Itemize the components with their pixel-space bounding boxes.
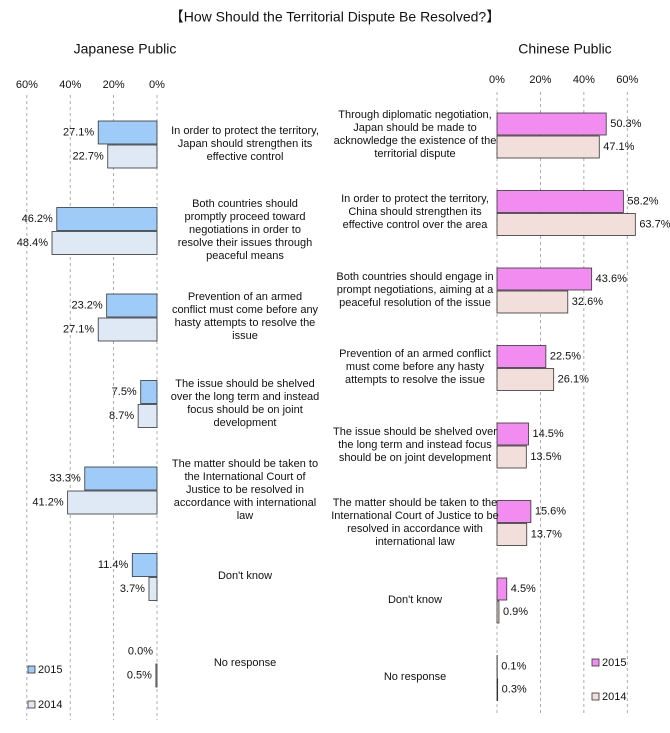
bar xyxy=(137,404,158,428)
legend-label: 2014 xyxy=(38,699,62,711)
value-label: 0.9% xyxy=(503,606,528,618)
value-label: 47.1% xyxy=(603,141,634,153)
legend-swatch xyxy=(591,658,600,667)
bar xyxy=(155,663,158,688)
bar xyxy=(496,422,529,446)
value-label: 11.4% xyxy=(98,559,129,571)
bar xyxy=(84,466,158,491)
value-label: 48.4% xyxy=(17,237,48,249)
category-label: Both countries should engage in prompt n… xyxy=(336,270,494,309)
bar xyxy=(496,290,569,314)
value-label: 41.2% xyxy=(32,496,63,508)
category-label: Prevention of an armed conflict must com… xyxy=(339,348,491,386)
legend-swatch xyxy=(27,665,36,674)
value-label: 43.6% xyxy=(596,273,627,285)
panel-title: Japanese Public xyxy=(74,41,177,57)
bar xyxy=(140,380,158,404)
bar xyxy=(97,120,158,145)
category-label: The matter should be taken to the Intern… xyxy=(331,496,499,548)
category-label: Prevention of an armed conflict must com… xyxy=(171,291,319,342)
value-label: 13.7% xyxy=(531,528,562,540)
value-label: 0.5% xyxy=(127,669,152,681)
bar xyxy=(496,112,607,136)
value-label: 3.7% xyxy=(120,583,145,595)
value-label: 27.1% xyxy=(63,323,94,335)
value-label: 46.2% xyxy=(22,213,53,225)
bar xyxy=(496,445,527,469)
x-tick-label: 40% xyxy=(59,79,81,91)
value-label: 14.5% xyxy=(532,428,563,440)
value-label: 0.1% xyxy=(501,660,526,672)
bar xyxy=(496,213,636,236)
legend-swatch xyxy=(27,700,36,709)
category-label: In order to protect the territory, China… xyxy=(341,193,489,231)
value-label: 15.6% xyxy=(535,505,566,517)
x-tick-label: 40% xyxy=(573,74,595,86)
value-label: 50.3% xyxy=(610,118,641,130)
legend-label: 2015 xyxy=(38,664,62,676)
bar xyxy=(148,577,158,601)
category-label: The issue should be shelved over the lon… xyxy=(333,425,497,464)
bar xyxy=(496,523,528,546)
legend-label: 2014 xyxy=(602,691,626,703)
value-label: 27.1% xyxy=(63,126,94,138)
page-title: 【How Should the Territorial Dispute Be R… xyxy=(170,9,500,25)
value-label: 8.7% xyxy=(109,410,134,422)
x-tick-label: 20% xyxy=(529,74,551,86)
bar xyxy=(97,317,158,342)
value-label: 0.3% xyxy=(502,683,527,695)
x-tick-label: 60% xyxy=(616,74,638,86)
category-label: No response xyxy=(383,671,447,683)
bar xyxy=(496,190,624,213)
bar xyxy=(496,500,532,523)
value-label: 58.2% xyxy=(627,195,658,207)
value-label: 63.7% xyxy=(639,218,670,230)
panel-title: Chinese Public xyxy=(518,41,611,57)
bar xyxy=(496,135,600,159)
bar xyxy=(131,553,158,577)
bar xyxy=(107,144,158,169)
category-label: No response xyxy=(213,656,277,669)
bar xyxy=(496,600,500,624)
category-label: The matter should be taken to the Intern… xyxy=(171,457,319,522)
bar xyxy=(496,345,547,368)
legend-swatch xyxy=(591,692,600,701)
value-label: 22.5% xyxy=(550,350,581,362)
category-label: Don't know xyxy=(387,593,443,606)
value-label: 26.1% xyxy=(558,373,589,385)
bar xyxy=(496,678,499,701)
value-label: 4.5% xyxy=(511,583,536,595)
category-label: In order to protect the territory, Japan… xyxy=(171,124,319,163)
bar xyxy=(106,293,158,318)
value-label: 7.5% xyxy=(112,386,137,398)
category-label: The issue should be shelved over the lon… xyxy=(170,377,320,429)
category-label: Both countries should promptly proceed t… xyxy=(177,198,313,262)
value-label: 13.5% xyxy=(530,451,561,463)
legend-label: 2015 xyxy=(602,657,626,669)
bar xyxy=(51,231,158,255)
category-label: Don't know xyxy=(217,570,273,582)
value-label: 22.7% xyxy=(73,150,104,162)
x-tick-label: 20% xyxy=(103,79,125,91)
value-label: 23.2% xyxy=(71,299,102,311)
value-label: 32.6% xyxy=(572,296,603,308)
x-tick-label: 60% xyxy=(16,79,38,91)
x-tick-label: 0% xyxy=(489,74,505,86)
bar xyxy=(496,267,593,291)
bar xyxy=(67,490,158,515)
value-label: 0.0% xyxy=(128,645,153,657)
bar xyxy=(56,207,158,231)
bar xyxy=(496,577,508,601)
category-label: Through diplomatic negotiation, Japan sh… xyxy=(333,109,497,160)
bar xyxy=(496,368,555,391)
x-tick-label: 0% xyxy=(149,79,165,91)
value-label: 33.3% xyxy=(50,472,81,484)
